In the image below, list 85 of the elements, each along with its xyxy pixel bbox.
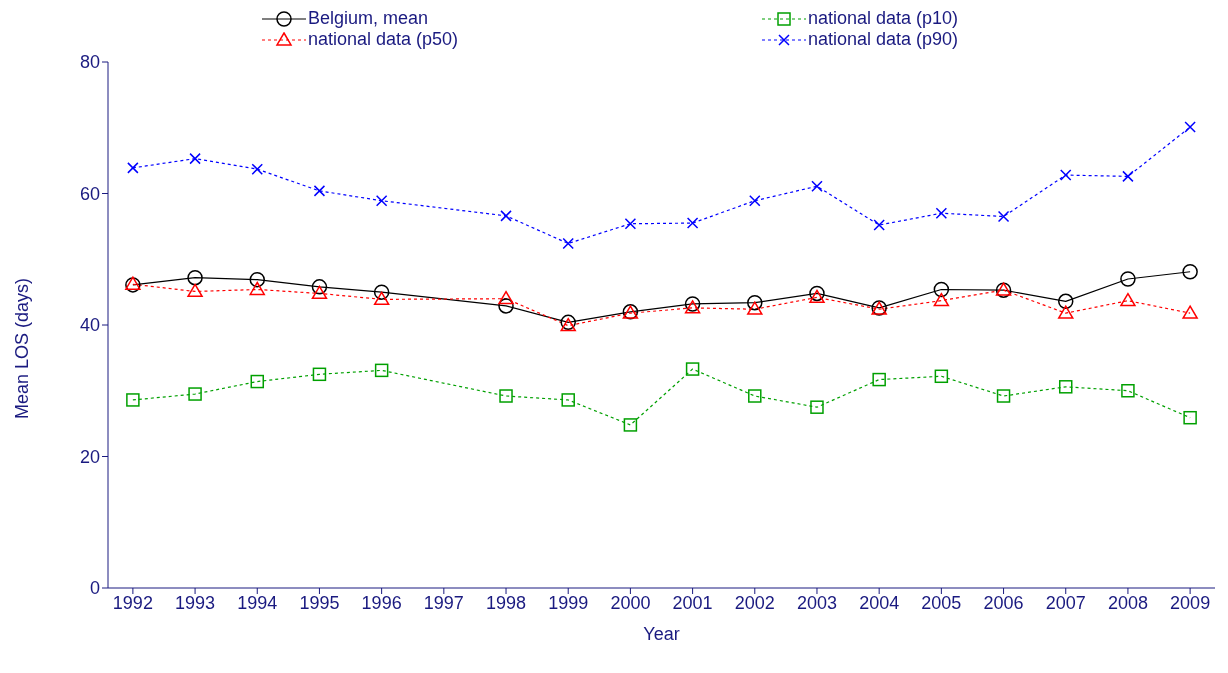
point (996, 389, 1011, 403)
point (1182, 305, 1198, 319)
x-tick-label: 1998 (486, 592, 527, 613)
x-tick-label: 1992 (112, 592, 153, 613)
y-tick-label: 60 (79, 183, 100, 204)
point (872, 372, 886, 387)
point (747, 301, 763, 315)
y-tick-label: 0 (89, 578, 100, 599)
x-tick-label: 1995 (299, 592, 340, 613)
point (933, 281, 950, 298)
point (809, 289, 825, 304)
point (249, 271, 266, 288)
point (189, 152, 201, 165)
point (624, 218, 637, 230)
point (997, 210, 1010, 223)
point (1184, 121, 1196, 133)
point (1120, 271, 1136, 287)
y-tick-label: 20 (79, 446, 100, 467)
point (933, 292, 950, 307)
point (1122, 170, 1134, 183)
point (1120, 292, 1136, 307)
point (562, 237, 574, 250)
point (498, 290, 514, 305)
x-tick-label: 2002 (734, 592, 775, 613)
point (749, 194, 761, 207)
y-axis-title: Mean LOS (days) (12, 277, 34, 419)
point (187, 283, 203, 298)
point (1182, 263, 1198, 280)
legend-label: national data (p50) (308, 29, 459, 50)
point (1183, 410, 1197, 425)
point (623, 418, 638, 432)
x-tick-label: 2008 (1107, 592, 1148, 613)
point (249, 281, 266, 296)
point (1057, 305, 1074, 319)
point (373, 291, 390, 306)
x-axis-title: Year (643, 624, 680, 644)
x-tick-label: 2007 (1045, 592, 1086, 613)
point (126, 393, 140, 407)
point (684, 300, 701, 314)
x-tick-label: 2005 (921, 592, 962, 613)
legend-label: national data (p10) (808, 8, 959, 29)
point (498, 298, 514, 314)
x-tick-label: 1994 (237, 592, 278, 613)
point (934, 369, 949, 384)
x-tick-label: 1999 (548, 592, 589, 613)
x-tick-label: 2009 (1170, 592, 1211, 613)
x-tick-label: 1993 (175, 592, 216, 613)
x-tick-label: 2001 (672, 592, 713, 613)
point (127, 162, 139, 174)
point (188, 387, 202, 401)
point (1058, 380, 1073, 394)
point (313, 185, 326, 197)
point (374, 363, 389, 378)
x-tick-label: 1997 (423, 592, 464, 613)
point (311, 279, 328, 295)
point (810, 400, 824, 414)
x-tick-label: 2006 (983, 592, 1024, 613)
point (375, 194, 388, 207)
point (748, 389, 762, 403)
y-tick-label: 80 (79, 52, 100, 73)
x-tick-label: 2003 (796, 592, 837, 613)
point (312, 367, 327, 382)
x-tick-label: 2000 (610, 592, 651, 613)
point (251, 163, 264, 175)
point (935, 207, 948, 219)
legend-label: Belgium, mean (308, 8, 429, 29)
point (686, 217, 699, 229)
point (1059, 169, 1072, 181)
point (373, 284, 390, 300)
point (811, 180, 823, 193)
y-tick-label: 40 (79, 315, 100, 336)
point (311, 285, 328, 300)
point (873, 219, 885, 231)
point (561, 393, 575, 407)
x-tick-label: 2004 (859, 592, 900, 613)
legend-label: national data (p90) (808, 29, 959, 50)
point (500, 210, 512, 222)
x-tick-label: 1996 (361, 592, 402, 613)
point (187, 269, 203, 286)
point (250, 374, 265, 389)
point (499, 389, 513, 403)
point (1121, 384, 1135, 398)
point (1057, 293, 1074, 310)
point (685, 362, 700, 376)
point (747, 294, 763, 311)
